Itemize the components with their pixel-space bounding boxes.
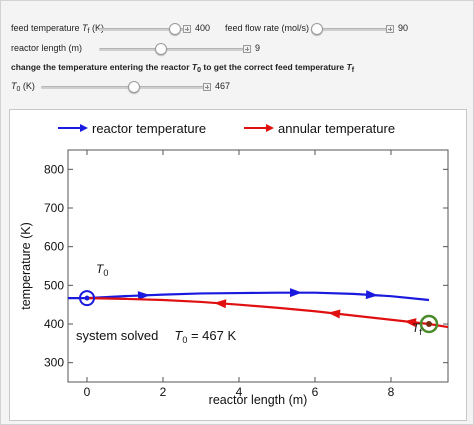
- reactor-temperature-arrow-icon: [365, 290, 378, 300]
- y-tick-label: 600: [44, 240, 64, 254]
- status-text: system solved T0 = 467 K: [76, 328, 236, 345]
- t0-value: 467: [215, 81, 231, 91]
- t0-expand-icon[interactable]: [203, 83, 211, 91]
- x-tick-label: 6: [312, 385, 319, 399]
- temperature-chart: reactor temperature annular temperature …: [19, 121, 449, 407]
- y-tick-label: 300: [44, 356, 64, 370]
- t0-label: T0 (K): [11, 81, 35, 93]
- feed-flow-rate-label: feed flow rate (mol/s): [225, 23, 310, 33]
- x-tick-label: 4: [236, 385, 243, 399]
- legend-reactor-arrow-icon: [80, 124, 88, 132]
- y-axis-label: temperature (K): [19, 222, 33, 310]
- legend-reactor-text: reactor temperature: [92, 121, 206, 136]
- feed-temperature-label: feed temperature Tf (K): [11, 23, 104, 35]
- reactor-length-expand-icon[interactable]: [243, 45, 251, 53]
- instruction-text: change the temperature entering the reac…: [11, 62, 355, 74]
- reactor-length-value: 9: [255, 43, 261, 53]
- tf-marker-label: Tf: [412, 321, 422, 337]
- x-axis: 0 2 4 6 8: [84, 150, 395, 399]
- reactor-temperature-arrow-icon: [290, 288, 302, 298]
- feed-flow-rate-expand-icon[interactable]: [386, 25, 394, 33]
- reactor-temperature-arrow-icon: [137, 291, 150, 301]
- y-axis: 300 400 500 600 700 800: [44, 162, 448, 370]
- reactor-length-label: reactor length (m): [11, 43, 83, 53]
- t0-marker-label: T0: [96, 262, 108, 278]
- reactor-length-slider-thumb[interactable]: [155, 43, 167, 55]
- feed-flow-rate-slider-track[interactable]: [314, 28, 389, 31]
- reactor-length-slider-track[interactable]: [99, 48, 245, 51]
- x-tick-label: 2: [160, 385, 167, 399]
- feed-temperature-slider-track[interactable]: [99, 28, 185, 31]
- annular-temperature-arrow-icon: [214, 299, 227, 309]
- y-tick-label: 500: [44, 278, 64, 292]
- tf-marker-dot: [426, 321, 432, 327]
- series-layer: [68, 288, 449, 334]
- t0-marker-ring: [79, 290, 95, 307]
- t0-marker-dot: [84, 295, 90, 301]
- plot-frame: reactor temperature annular temperature …: [9, 109, 467, 421]
- annular-temperature-arrow-icon: [404, 318, 417, 328]
- tf-marker-ring: [419, 314, 439, 334]
- legend-annular-text: annular temperature: [278, 121, 395, 136]
- y-tick-label: 400: [44, 317, 64, 331]
- y-tick-label: 800: [44, 162, 64, 176]
- plot-area-frame: [67, 149, 449, 383]
- annular-temperature-arrow-icon: [328, 309, 341, 319]
- x-tick-label: 8: [388, 385, 395, 399]
- feed-flow-rate-value: 90: [398, 23, 409, 33]
- legend-annular-arrow-icon: [266, 124, 274, 132]
- t0-slider-track[interactable]: [41, 86, 205, 89]
- feed-temperature-expand-icon[interactable]: [183, 25, 191, 33]
- legend: reactor temperature annular temperature: [58, 121, 395, 136]
- x-axis-label: reactor length (m): [209, 393, 308, 407]
- t0-slider-thumb[interactable]: [128, 81, 140, 93]
- x-tick-label: 0: [84, 385, 91, 399]
- feed-flow-rate-slider-thumb[interactable]: [311, 23, 323, 35]
- annular-temperature-line: [86, 296, 449, 329]
- feed-temperature-slider-thumb[interactable]: [169, 23, 181, 35]
- feed-temperature-value: 400: [195, 23, 211, 33]
- reactor-temperature-line: [68, 291, 430, 302]
- y-tick-label: 700: [44, 201, 64, 215]
